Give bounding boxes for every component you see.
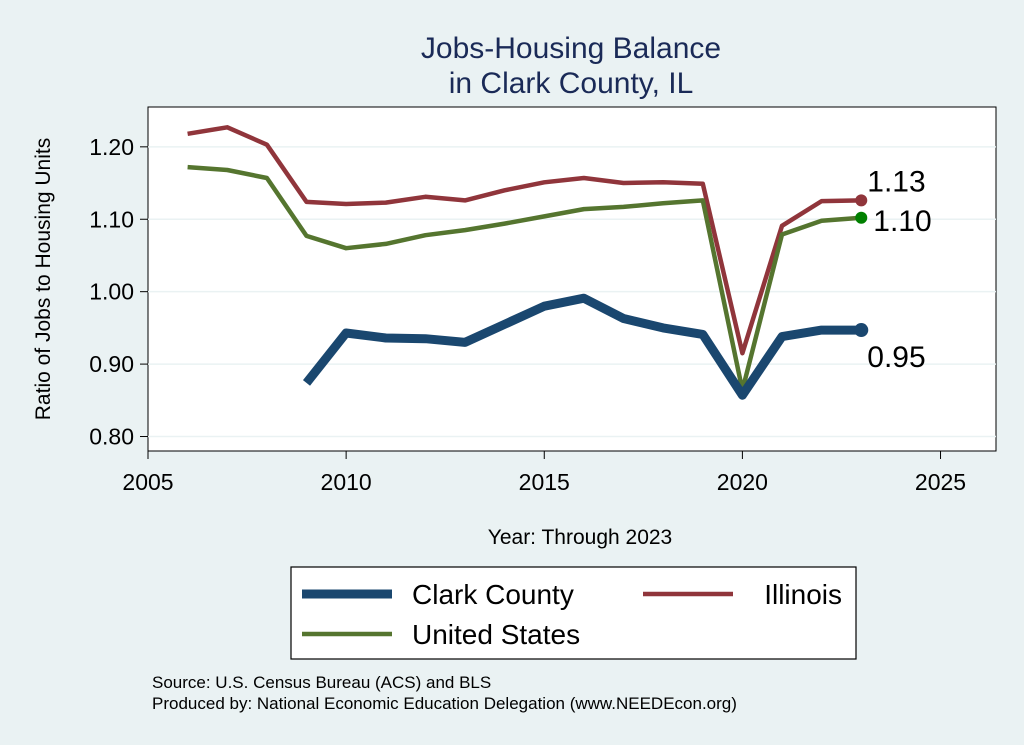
y-axis-title: Ratio of Jobs to Housing Units	[32, 138, 55, 420]
chart-title-line-1: Jobs-Housing Balance	[421, 32, 721, 65]
end-labels: 1.13 1.10 0.95	[867, 165, 931, 374]
chart-title-line-2: in Clark County, IL	[449, 67, 694, 100]
series-line-clark-county	[302, 293, 862, 400]
legend-label-clark-county: Clark County	[412, 579, 574, 610]
legend-label-illinois: Illinois	[764, 579, 842, 610]
y-tick-label: 1.00	[89, 279, 134, 305]
series-line-illinois	[187, 125, 862, 356]
series-line-united-states	[187, 164, 862, 393]
legend-label-united-states: United States	[412, 619, 580, 650]
end-marker-illinois	[855, 194, 868, 207]
x-tick-label: 2020	[717, 469, 768, 495]
legend-box	[290, 566, 857, 660]
x-axis: 2005 2010 2015 2020 2025	[122, 451, 966, 495]
y-axis: 0.80 0.90 1.00 1.10 1.20	[89, 134, 148, 450]
end-label-united-states: 1.10	[873, 205, 931, 238]
x-tick-label: 2010	[321, 469, 372, 495]
series-group	[187, 125, 869, 400]
x-tick-label: 2005	[122, 469, 173, 495]
producer-line: Produced by: National Economic Education…	[152, 694, 737, 713]
gridlines	[148, 146, 996, 438]
y-tick-label: 1.10	[89, 206, 134, 232]
x-tick-label: 2015	[519, 469, 570, 495]
plot-area	[147, 106, 997, 452]
y-tick-label: 0.90	[89, 351, 134, 377]
end-marker-united-states	[855, 211, 868, 224]
end-label-illinois: 1.13	[867, 165, 925, 198]
x-tick-label: 2025	[915, 469, 966, 495]
end-label-clark-county: 0.95	[867, 341, 925, 374]
y-tick-label: 0.80	[89, 424, 134, 450]
y-tick-label: 1.20	[89, 134, 134, 160]
x-axis-title: Year: Through 2023	[488, 526, 673, 549]
end-marker-clark-county	[854, 323, 869, 338]
source-line: Source: U.S. Census Bureau (ACS) and BLS	[152, 673, 491, 692]
